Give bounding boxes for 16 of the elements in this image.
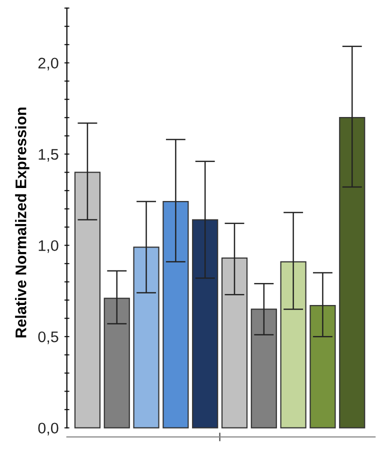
y-tick-label: 1,0 <box>38 240 58 253</box>
bar <box>162 200 189 428</box>
y-tick-label: 2,0 <box>38 58 58 70</box>
bar <box>192 219 218 428</box>
bar <box>250 308 277 428</box>
bar <box>221 258 248 428</box>
y-axis-title: Relative Normalized Expression <box>15 108 30 338</box>
y-tick-label: 0,0 <box>38 422 58 436</box>
y-tick-label: 1,5 <box>38 149 58 162</box>
bar <box>339 117 366 428</box>
bar <box>104 298 130 428</box>
bar <box>74 172 101 428</box>
bar <box>310 305 336 428</box>
y-tick-label: 0,5 <box>38 331 58 344</box>
bar <box>280 261 306 428</box>
bar <box>133 246 160 428</box>
